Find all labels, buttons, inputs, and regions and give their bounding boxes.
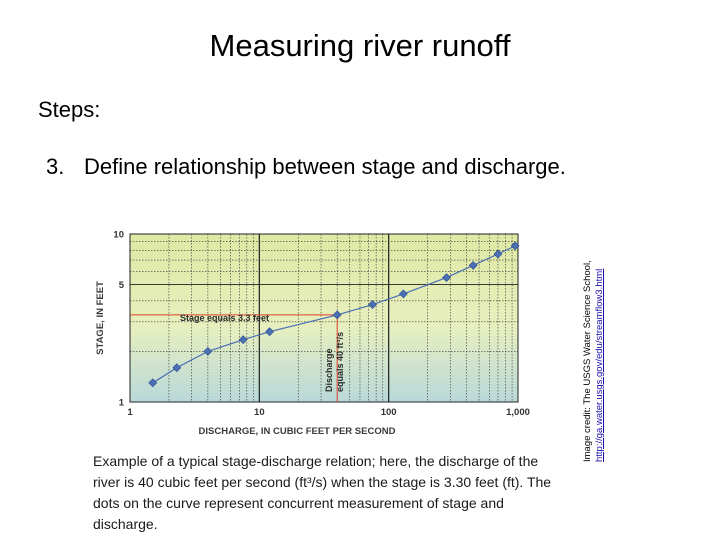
x-tick-labels: 1 10 100 1,000 xyxy=(127,407,530,418)
discharge-annotation-line1: Discharge xyxy=(324,348,334,392)
x-tick-label: 10 xyxy=(254,407,265,418)
measurement-points xyxy=(148,241,520,388)
grid-major xyxy=(129,233,519,403)
steps-heading: Steps: xyxy=(38,97,101,122)
data-point xyxy=(510,241,520,251)
data-point xyxy=(493,249,503,259)
credit-text: Image credit: The USGS Water Science Sch… xyxy=(582,260,593,462)
step-item: 3. Define relationship between stage and … xyxy=(46,154,566,180)
step-text: Define relationship between stage and di… xyxy=(84,154,566,179)
data-point xyxy=(398,289,408,299)
step-number: 3. xyxy=(46,154,65,179)
x-tick-label: 100 xyxy=(381,407,397,418)
data-point xyxy=(172,363,182,373)
data-point xyxy=(442,273,451,283)
data-point xyxy=(148,378,158,388)
data-point xyxy=(332,310,342,320)
image-credit: Image credit: The USGS Water Science Sch… xyxy=(582,226,606,462)
y-axis-label: STAGE, IN FEET xyxy=(95,281,106,355)
discharge-annotation-group: Discharge equals 40 ft³/s xyxy=(324,332,345,392)
data-point xyxy=(468,261,478,270)
x-tick-label: 1 xyxy=(127,407,133,418)
x-tick-label: 1,000 xyxy=(506,407,530,418)
y-tick-label: 10 xyxy=(113,230,124,241)
y-tick-label: 1 xyxy=(119,398,125,409)
chart-caption: Example of a typical stage-discharge rel… xyxy=(93,453,552,532)
reference-lines xyxy=(130,314,338,402)
slide-title: Measuring river runoff xyxy=(209,28,511,63)
data-point xyxy=(265,327,274,337)
grid-minor xyxy=(130,234,518,402)
stage-annotation: Stage equals 3.3 feet xyxy=(180,313,269,323)
rating-curve xyxy=(152,245,516,384)
credit-link[interactable]: http://ga.water.usgs.gov/edu/streamflow3… xyxy=(594,268,605,462)
data-point xyxy=(238,335,248,345)
data-point xyxy=(368,300,377,310)
x-axis-label: DISCHARGE, IN CUBIC FEET PER SECOND xyxy=(199,426,396,437)
y-tick-label: 5 xyxy=(119,280,125,291)
discharge-annotation-line2: equals 40 ft³/s xyxy=(335,332,345,392)
data-point xyxy=(203,347,213,356)
